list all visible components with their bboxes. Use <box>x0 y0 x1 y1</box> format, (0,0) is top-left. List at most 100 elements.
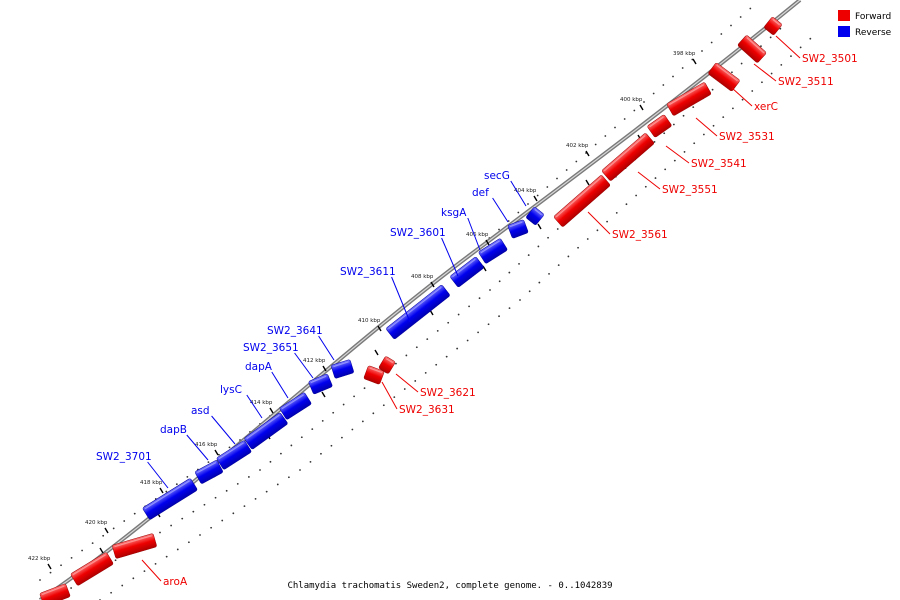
leader-sw2-3551 <box>637 171 661 190</box>
reverse-gene-shape[interactable] <box>386 284 451 339</box>
forward-gene-block[interactable] <box>39 583 71 600</box>
track-dot <box>39 579 41 581</box>
track-dot <box>536 194 539 197</box>
gene-label-dapb[interactable]: dapB <box>160 424 187 436</box>
reverse-gene-shape[interactable] <box>507 219 529 239</box>
gene-label-aroa[interactable]: aroA <box>163 576 188 588</box>
forward-gene-block[interactable] <box>708 62 740 92</box>
forward-gene-block[interactable] <box>647 114 672 138</box>
track-dot <box>681 67 684 69</box>
track-dot <box>132 577 135 580</box>
reverse-gene-shape[interactable] <box>331 359 354 379</box>
forward-gene-shape[interactable] <box>647 114 672 138</box>
reverse-gene-block[interactable] <box>195 460 224 484</box>
forward-gene-shape[interactable] <box>666 82 712 116</box>
track-dot <box>221 519 224 522</box>
forward-gene-block[interactable] <box>363 365 385 385</box>
gene-label-sw2-3641[interactable]: SW2_3641 <box>267 325 323 337</box>
forward-gene-block[interactable] <box>112 533 157 559</box>
reverse-gene-block[interactable] <box>386 284 451 339</box>
gene-label-sw2-3701[interactable]: SW2_3701 <box>96 451 152 463</box>
forward-gene-block[interactable] <box>666 82 712 116</box>
leader-ksga <box>467 217 481 251</box>
forward-gene-block[interactable] <box>378 356 396 374</box>
forward-gene-shape[interactable] <box>112 533 157 559</box>
reverse-gene-shape[interactable] <box>478 238 508 264</box>
track-dot <box>181 517 184 520</box>
track-dot <box>456 347 459 350</box>
track-dot <box>415 346 418 349</box>
gene-label-sw2-3501[interactable]: SW2_3501 <box>802 53 858 65</box>
gene-label-sw2-3621[interactable]: SW2_3621 <box>420 387 476 399</box>
reverse-gene-shape[interactable] <box>526 207 545 226</box>
track-dot <box>243 505 246 508</box>
reverse-gene-block[interactable] <box>308 373 333 395</box>
track-dot <box>330 444 333 447</box>
forward-gene-block[interactable] <box>553 175 611 228</box>
forward-gene-shape[interactable] <box>764 17 783 36</box>
reverse-gene-block[interactable] <box>279 392 312 420</box>
forward-gene-shape[interactable] <box>708 62 740 92</box>
gene-label-xerc[interactable]: xerC <box>754 101 778 113</box>
gene-label-sw2-3541[interactable]: SW2_3541 <box>691 158 747 170</box>
forward-gene-shape[interactable] <box>70 552 114 586</box>
reverse-gene-shape[interactable] <box>308 373 333 395</box>
forward-gene-shape[interactable] <box>363 365 385 385</box>
track-dot <box>424 371 427 374</box>
gene-label-def[interactable]: def <box>472 187 489 199</box>
gene-label-ksga[interactable]: ksgA <box>441 207 467 219</box>
track-dot <box>280 452 282 455</box>
gene-label-sw2-3531[interactable]: SW2_3531 <box>719 131 775 143</box>
forward-gene-shape[interactable] <box>737 35 767 63</box>
reverse-gene-shape[interactable] <box>450 256 485 287</box>
scale-tick <box>585 179 590 186</box>
gene-label-sw2-3601[interactable]: SW2_3601 <box>390 227 446 239</box>
reverse-gene-shape[interactable] <box>195 460 224 484</box>
reverse-gene-block[interactable] <box>142 478 198 520</box>
reverse-gene-shape[interactable] <box>216 440 252 470</box>
reverse-gene-block[interactable] <box>450 256 485 287</box>
track-dot <box>489 289 491 291</box>
reverse-gene-shape[interactable] <box>142 478 198 520</box>
gene-label-sw2-3651[interactable]: SW2_3651 <box>243 342 299 354</box>
forward-gene-shape[interactable] <box>378 356 396 374</box>
gene-label-secg[interactable]: secG <box>484 170 510 182</box>
forward-gene-block[interactable] <box>601 133 655 182</box>
gene-block-shine <box>333 361 349 368</box>
reverse-gene-block[interactable] <box>526 207 545 226</box>
track-dot <box>654 177 657 179</box>
gene-label-sw2-3611[interactable]: SW2_3611 <box>340 266 396 278</box>
reverse-gene-block[interactable] <box>331 359 354 379</box>
reverse-gene-shape[interactable] <box>279 392 312 420</box>
forward-gene-shape[interactable] <box>553 175 611 228</box>
gene-block-shine <box>772 18 780 26</box>
scale-tick <box>377 325 382 332</box>
gene-label-sw2-3551[interactable]: SW2_3551 <box>662 184 718 196</box>
gene-label-sw2-3631[interactable]: SW2_3631 <box>399 404 455 416</box>
track-dot <box>341 436 343 439</box>
gene-block-shine <box>385 358 394 364</box>
gene-label-lysc[interactable]: lysC <box>220 384 242 396</box>
reverse-gene-shape[interactable] <box>244 412 288 450</box>
forward-gene-shape[interactable] <box>39 583 71 600</box>
leader-sw2-3651 <box>294 352 314 379</box>
track-dot <box>749 7 752 10</box>
forward-gene-block[interactable] <box>70 552 114 586</box>
scale-tick-label: 414 kbp <box>250 400 273 406</box>
leader-sw2-3511 <box>753 63 777 82</box>
reverse-gene-block[interactable] <box>216 440 252 470</box>
reverse-gene-block[interactable] <box>244 412 288 450</box>
reverse-gene-block[interactable] <box>478 238 508 264</box>
gene-label-sw2-3561[interactable]: SW2_3561 <box>612 229 668 241</box>
reverse-gene-block[interactable] <box>507 219 529 239</box>
forward-gene-block[interactable] <box>737 35 767 63</box>
gene-label-dapa[interactable]: dapA <box>245 361 273 373</box>
track-dot <box>332 411 335 414</box>
gene-label-sw2-3511[interactable]: SW2_3511 <box>778 76 834 88</box>
gene-label-asd[interactable]: asd <box>191 405 210 417</box>
track-dot <box>538 281 541 284</box>
forward-gene-block[interactable] <box>764 17 783 36</box>
forward-gene-shape[interactable] <box>601 133 655 182</box>
track-dot <box>710 41 713 44</box>
